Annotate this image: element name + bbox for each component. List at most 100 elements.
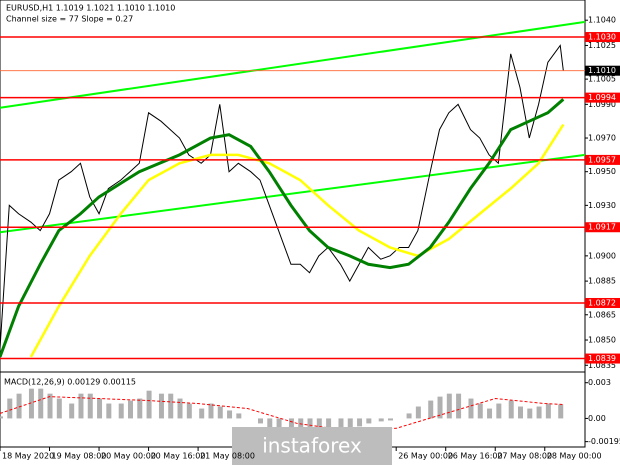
macd-bar <box>146 390 152 419</box>
y-tick-label: 1.0885 <box>588 277 616 286</box>
level-label-box <box>585 222 620 233</box>
macd-bar <box>338 418 344 429</box>
level-label: 1.0994 <box>588 93 616 102</box>
level-label-box <box>585 32 620 43</box>
macd-bar <box>69 403 75 419</box>
macd-bar <box>366 418 372 424</box>
macd-pane <box>0 388 564 434</box>
macd-bar <box>158 393 164 419</box>
level-label-box <box>585 92 620 103</box>
macd-bar <box>456 393 462 419</box>
macd-bar <box>47 393 53 419</box>
x-tick-label: 20 May 16:00 <box>151 452 206 461</box>
price-line <box>0 98 565 358</box>
macd-bar <box>258 418 263 424</box>
y-tick-label: 1.0900 <box>588 251 616 260</box>
price-line <box>0 44 564 349</box>
macd-bar <box>7 398 13 419</box>
macd-bar <box>87 393 93 419</box>
macd-bar <box>276 418 282 431</box>
macd-bar <box>217 406 223 419</box>
macd-bar <box>137 398 143 419</box>
macd-bar <box>16 393 22 419</box>
macd-bar <box>316 418 322 431</box>
macd-bar <box>446 393 452 419</box>
y-tick-label: 1.0990 <box>588 100 616 109</box>
y-tick-label: 1.0865 <box>588 310 616 319</box>
macd-bar <box>28 388 34 419</box>
macd-bar <box>388 418 393 421</box>
macd-bar <box>177 398 183 419</box>
level-label: 1.0917 <box>588 223 616 232</box>
macd-bar <box>357 418 363 427</box>
macd-bar <box>267 418 273 429</box>
y-tick-label: 1.0950 <box>588 167 616 176</box>
watermark-box <box>232 427 392 465</box>
macd-bar <box>118 403 124 419</box>
macd-bar <box>545 403 551 419</box>
macd-bar <box>97 398 103 419</box>
level-label: 1.1030 <box>588 33 616 42</box>
macd-bar <box>558 404 564 419</box>
macd-bar <box>508 400 514 419</box>
macd-bar <box>406 413 412 419</box>
x-tick-label: 21 May 08:00 <box>200 452 255 461</box>
macd-bar <box>208 403 214 419</box>
macd-bar <box>56 398 62 419</box>
macd-bar <box>527 408 533 419</box>
macd-bar <box>347 418 353 429</box>
y-tick-label: 1.1005 <box>588 75 616 84</box>
macd-bar <box>186 403 192 419</box>
symbol-header: EURUSD,H1 1.1019 1.1021 1.1010 1.1010 <box>6 4 175 13</box>
level-label-box <box>585 297 620 308</box>
price-line <box>29 123 565 358</box>
x-tick-label: 28 May 00:00 <box>547 452 602 461</box>
y-tick-label: -0.00195 <box>588 437 620 446</box>
macd-bar <box>518 406 523 419</box>
price-line <box>0 20 586 109</box>
macd-bar <box>38 388 44 419</box>
macd-bar <box>128 400 133 419</box>
macd-bar <box>428 400 434 419</box>
macd-bar <box>199 408 205 419</box>
level-label: 1.0839 <box>588 354 616 363</box>
x-tick-label: 20 May 00:00 <box>101 452 156 461</box>
macd-bar <box>288 418 294 434</box>
x-tick-label: 27 May 08:00 <box>497 452 552 461</box>
macd-bar <box>487 408 493 419</box>
y-tick-label: 1.0930 <box>588 201 616 210</box>
y-tick-label: 1.1040 <box>588 16 616 25</box>
y-tick-label: 1.0850 <box>588 336 616 345</box>
macd-bar <box>106 403 112 419</box>
y-tick-label: 1.0835 <box>588 361 616 370</box>
macd-bar <box>437 396 443 419</box>
macd-bar <box>78 393 84 419</box>
level-label: 1.0872 <box>588 298 616 307</box>
macd-bar <box>378 418 384 422</box>
macd-bar <box>326 418 332 431</box>
indicator-header: Channel size = 77 Slope = 0.27 <box>6 15 133 24</box>
macd-bar <box>468 398 474 419</box>
macd-bar <box>496 403 502 419</box>
y-tick-label: 0.003 <box>588 378 611 387</box>
macd-bar <box>298 418 304 434</box>
macd-title: MACD(12,26,9) 0.00129 0.00115 <box>4 378 136 387</box>
y-tick-label: 1.0970 <box>588 134 616 143</box>
macd-bar <box>0 416 3 419</box>
x-tick-label: 26 May 00:00 <box>398 452 453 461</box>
x-tick-label: 26 May 16:00 <box>448 452 503 461</box>
level-label-box <box>585 353 620 364</box>
current-price-label: 1.1010 <box>588 66 616 75</box>
watermark: instaforex <box>262 434 362 458</box>
signal-line <box>0 396 564 431</box>
level-label-box <box>585 154 620 165</box>
y-tick-label: 1.1025 <box>588 41 616 50</box>
y-tick-label: 0.00 <box>588 414 606 423</box>
macd-bar <box>168 393 174 419</box>
macd-bar <box>477 403 483 419</box>
macd-bar <box>227 410 233 419</box>
current-price-box <box>585 65 620 76</box>
macd-bar <box>415 406 421 419</box>
macd-bar <box>236 413 242 419</box>
